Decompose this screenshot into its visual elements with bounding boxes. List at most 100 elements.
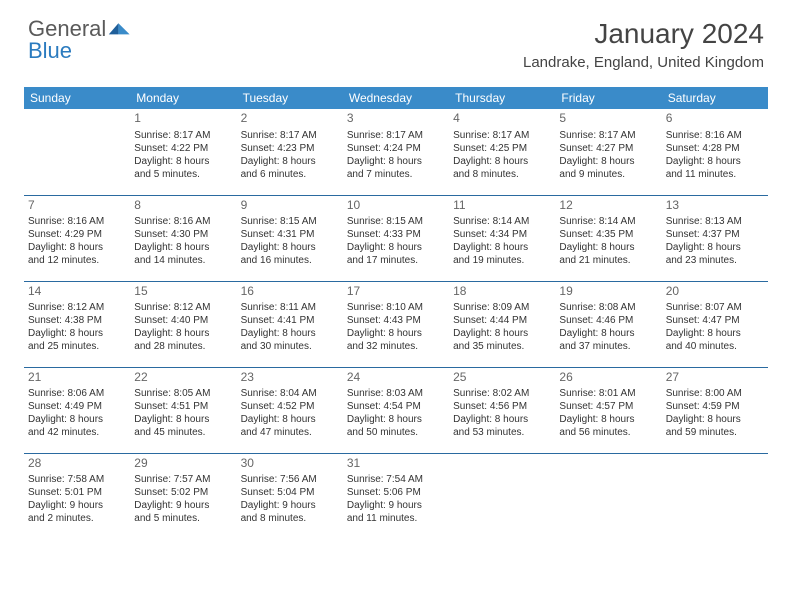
sunset-text: Sunset: 4:31 PM bbox=[241, 228, 339, 241]
calendar-day-cell: 20Sunrise: 8:07 AMSunset: 4:47 PMDayligh… bbox=[662, 281, 768, 367]
calendar-day-cell: 8Sunrise: 8:16 AMSunset: 4:30 PMDaylight… bbox=[130, 195, 236, 281]
weekday-header: Sunday bbox=[24, 87, 130, 109]
day-number: 6 bbox=[666, 111, 764, 127]
sunset-text: Sunset: 4:22 PM bbox=[134, 142, 232, 155]
day-number: 18 bbox=[453, 284, 551, 300]
calendar-day-cell: 7Sunrise: 8:16 AMSunset: 4:29 PMDaylight… bbox=[24, 195, 130, 281]
daylight-text: Daylight: 8 hours bbox=[347, 327, 445, 340]
daylight-text: and 28 minutes. bbox=[134, 340, 232, 353]
daylight-text: Daylight: 8 hours bbox=[559, 327, 657, 340]
daylight-text: Daylight: 8 hours bbox=[666, 413, 764, 426]
calendar-week-row: 1Sunrise: 8:17 AMSunset: 4:22 PMDaylight… bbox=[24, 109, 768, 195]
daylight-text: Daylight: 8 hours bbox=[241, 413, 339, 426]
title-block: January 2024 Landrake, England, United K… bbox=[523, 18, 764, 71]
daylight-text: and 8 minutes. bbox=[453, 168, 551, 181]
calendar-day-cell: 14Sunrise: 8:12 AMSunset: 4:38 PMDayligh… bbox=[24, 281, 130, 367]
sunset-text: Sunset: 4:41 PM bbox=[241, 314, 339, 327]
calendar-day-cell: 30Sunrise: 7:56 AMSunset: 5:04 PMDayligh… bbox=[237, 453, 343, 539]
sunset-text: Sunset: 5:02 PM bbox=[134, 486, 232, 499]
calendar-day-cell: 11Sunrise: 8:14 AMSunset: 4:34 PMDayligh… bbox=[449, 195, 555, 281]
day-number: 9 bbox=[241, 198, 339, 214]
daylight-text: and 50 minutes. bbox=[347, 426, 445, 439]
day-number: 14 bbox=[28, 284, 126, 300]
daylight-text: Daylight: 8 hours bbox=[347, 241, 445, 254]
sunset-text: Sunset: 4:28 PM bbox=[666, 142, 764, 155]
sunrise-text: Sunrise: 8:17 AM bbox=[453, 129, 551, 142]
daylight-text: and 59 minutes. bbox=[666, 426, 764, 439]
day-number: 21 bbox=[28, 370, 126, 386]
daylight-text: Daylight: 8 hours bbox=[241, 327, 339, 340]
sunrise-text: Sunrise: 8:04 AM bbox=[241, 387, 339, 400]
daylight-text: Daylight: 8 hours bbox=[666, 327, 764, 340]
daylight-text: Daylight: 8 hours bbox=[347, 413, 445, 426]
calendar-day-cell: 6Sunrise: 8:16 AMSunset: 4:28 PMDaylight… bbox=[662, 109, 768, 195]
daylight-text: Daylight: 8 hours bbox=[453, 241, 551, 254]
day-number: 15 bbox=[134, 284, 232, 300]
sunset-text: Sunset: 4:43 PM bbox=[347, 314, 445, 327]
calendar-week-row: 21Sunrise: 8:06 AMSunset: 4:49 PM Dayligh… bbox=[24, 367, 768, 453]
weekday-header: Monday bbox=[130, 87, 236, 109]
daylight-text: and 30 minutes. bbox=[241, 340, 339, 353]
calendar-day-cell: 13Sunrise: 8:13 AMSunset: 4:37 PMDayligh… bbox=[662, 195, 768, 281]
daylight-text: and 9 minutes. bbox=[559, 168, 657, 181]
sunrise-text: Sunrise: 8:16 AM bbox=[134, 215, 232, 228]
calendar-day-cell: 5Sunrise: 8:17 AMSunset: 4:27 PMDaylight… bbox=[555, 109, 661, 195]
sunset-text: Sunset: 4:54 PM bbox=[347, 400, 445, 413]
daylight-text: and 53 minutes. bbox=[453, 426, 551, 439]
daylight-text: and 42 minutes. bbox=[28, 426, 126, 439]
daylight-text: Daylight: 8 hours bbox=[453, 327, 551, 340]
calendar-day-cell bbox=[24, 109, 130, 195]
day-number: 19 bbox=[559, 284, 657, 300]
daylight-text: and 12 minutes. bbox=[28, 254, 126, 267]
sunset-text: Sunset: 4:29 PM bbox=[28, 228, 126, 241]
sunset-text: Sunset: 4:23 PM bbox=[241, 142, 339, 155]
sunrise-text: Sunrise: 8:12 AM bbox=[28, 301, 126, 314]
sunrise-text: Sunrise: 8:02 AM bbox=[453, 387, 551, 400]
day-number: 10 bbox=[347, 198, 445, 214]
weekday-header: Saturday bbox=[662, 87, 768, 109]
sunrise-text: Sunrise: 8:03 AM bbox=[347, 387, 445, 400]
sunrise-text: Sunrise: 8:16 AM bbox=[28, 215, 126, 228]
daylight-text: Daylight: 8 hours bbox=[453, 413, 551, 426]
sunrise-text: Sunrise: 8:06 AM bbox=[28, 387, 126, 400]
day-number: 13 bbox=[666, 198, 764, 214]
sunset-text: Sunset: 4:24 PM bbox=[347, 142, 445, 155]
sunset-text: Sunset: 4:35 PM bbox=[559, 228, 657, 241]
calendar-day-cell: 12Sunrise: 8:14 AMSunset: 4:35 PMDayligh… bbox=[555, 195, 661, 281]
logo: GeneralBlue bbox=[28, 18, 136, 62]
day-number: 25 bbox=[453, 370, 551, 386]
daylight-text: and 19 minutes. bbox=[453, 254, 551, 267]
location-text: Landrake, England, United Kingdom bbox=[523, 54, 764, 71]
sunrise-text: Sunrise: 8:14 AM bbox=[559, 215, 657, 228]
sunrise-text: Sunrise: 8:14 AM bbox=[453, 215, 551, 228]
sunrise-text: Sunrise: 8:00 AM bbox=[666, 387, 764, 400]
sunset-text: Sunset: 4:38 PM bbox=[28, 314, 126, 327]
page-header: GeneralBlue January 2024 Landrake, Engla… bbox=[0, 0, 792, 77]
calendar-day-cell bbox=[449, 453, 555, 539]
calendar-week-row: 7Sunrise: 8:16 AMSunset: 4:29 PMDaylight… bbox=[24, 195, 768, 281]
day-number: 17 bbox=[347, 284, 445, 300]
sunrise-text: Sunrise: 8:08 AM bbox=[559, 301, 657, 314]
sunset-text: Sunset: 4:57 PM bbox=[559, 400, 657, 413]
logo-text-gray: General bbox=[28, 18, 106, 40]
calendar-day-cell: 23Sunrise: 8:04 AMSunset: 4:52 PMDayligh… bbox=[237, 367, 343, 453]
daylight-text: Daylight: 9 hours bbox=[28, 499, 126, 512]
calendar-day-cell: 16Sunrise: 8:11 AMSunset: 4:41 PMDayligh… bbox=[237, 281, 343, 367]
sunrise-text: Sunrise: 8:10 AM bbox=[347, 301, 445, 314]
sunset-text: Sunset: 4:49 PM bbox=[28, 400, 126, 413]
sunset-text: Sunset: 4:40 PM bbox=[134, 314, 232, 327]
daylight-text: and 17 minutes. bbox=[347, 254, 445, 267]
weekday-header: Friday bbox=[555, 87, 661, 109]
calendar-day-cell: 28Sunrise: 7:58 AMSunset: 5:01 PMDayligh… bbox=[24, 453, 130, 539]
sunrise-text: Sunrise: 7:56 AM bbox=[241, 473, 339, 486]
day-number: 23 bbox=[241, 370, 339, 386]
calendar-day-cell: 2Sunrise: 8:17 AMSunset: 4:23 PMDaylight… bbox=[237, 109, 343, 195]
calendar-day-cell: 1Sunrise: 8:17 AMSunset: 4:22 PMDaylight… bbox=[130, 109, 236, 195]
daylight-text: and 7 minutes. bbox=[347, 168, 445, 181]
daylight-text: Daylight: 8 hours bbox=[28, 327, 126, 340]
daylight-text: Daylight: 9 hours bbox=[241, 499, 339, 512]
daylight-text: and 16 minutes. bbox=[241, 254, 339, 267]
daylight-text: Daylight: 8 hours bbox=[134, 155, 232, 168]
sunrise-text: Sunrise: 8:17 AM bbox=[134, 129, 232, 142]
logo-text-blue: Blue bbox=[28, 38, 72, 63]
